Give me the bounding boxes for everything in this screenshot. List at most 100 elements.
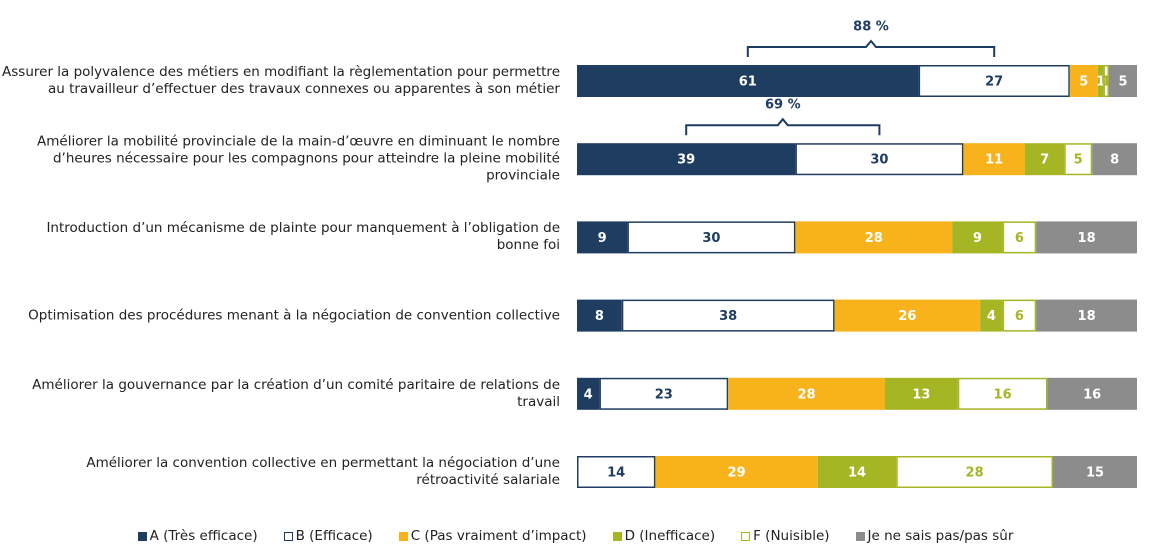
legend-label: A (Très efficace) [149, 528, 258, 544]
bar-segment [621, 299, 835, 332]
bar-segment [1002, 221, 1037, 254]
value-label: 27 [985, 75, 1003, 90]
legend-swatch [398, 531, 408, 541]
legend-swatch [855, 531, 865, 541]
bar-segment [1109, 65, 1137, 97]
value-label: 23 [655, 387, 673, 402]
bar-segment [795, 221, 953, 254]
legend-item: A (Très efficace) [137, 528, 258, 544]
value-label: 15 [1086, 466, 1104, 481]
legend-item: Je ne sais pas/pas sûr [855, 528, 1014, 544]
value-label: 26 [898, 309, 916, 324]
bar-segment [980, 299, 1003, 332]
value-label: 1 [1102, 75, 1111, 90]
value-label: 6 [1015, 309, 1024, 324]
bar-segment [885, 377, 958, 410]
bar-segment [655, 456, 818, 488]
value-label: 28 [798, 387, 816, 402]
value-label: 9 [598, 231, 607, 246]
legend-swatch [137, 531, 147, 541]
value-label: 7 [1040, 153, 1049, 168]
value-label: 4 [584, 387, 593, 402]
bar-segment [963, 143, 1026, 176]
legend-item: C (Pas vraiment d’impact) [398, 528, 587, 544]
bar-segment [1036, 299, 1137, 332]
value-label: 5 [1079, 75, 1088, 90]
value-label: 14 [607, 466, 625, 481]
legend-swatch [741, 531, 751, 541]
legend: A (Très efficace) B (Efficace) C (Pas vrai… [0, 528, 1151, 544]
category-label: Introduction d’un mécanisme de plainte p… [46, 220, 560, 254]
bar-segment [1053, 456, 1137, 488]
value-label: 8 [1110, 153, 1119, 168]
bar-segment [1097, 65, 1104, 97]
bar-segment [577, 143, 796, 176]
bar-segment [1103, 65, 1110, 97]
bar-segment [1047, 377, 1138, 410]
value-label: 38 [719, 309, 737, 324]
legend-label: B (Efficace) [295, 528, 373, 544]
value-label: 5 [1118, 75, 1127, 90]
value-label: 4 [987, 309, 996, 324]
value-label: 28 [865, 231, 883, 246]
value-label: 39 [677, 153, 695, 168]
value-label: 8 [595, 309, 604, 324]
value-label: 18 [1078, 231, 1096, 246]
value-label: 11 [985, 153, 1003, 168]
annotation: 88 % [853, 20, 889, 35]
legend-label: D (Inefficace) [624, 528, 716, 544]
value-label: 16 [1083, 387, 1101, 402]
value-label: 5 [1074, 153, 1083, 168]
category-label: Assurer la polyvalence des métiers en mo… [2, 64, 560, 97]
category-label: Améliorer la convention collective en pe… [86, 455, 560, 488]
annotation: 69 % [765, 98, 801, 113]
bar-segment [728, 377, 886, 410]
bar-segment [952, 221, 1003, 254]
legend-label: F (Nuisible) [753, 528, 830, 544]
bar-segment [1025, 143, 1065, 176]
category-label: Optimisation des procédures menant à la … [28, 307, 560, 324]
value-label: 9 [973, 231, 982, 246]
value-label: 30 [702, 231, 720, 246]
bar-segment [918, 65, 1070, 97]
value-label: 18 [1078, 309, 1096, 324]
legend-label: C (Pas vraiment d’impact) [410, 528, 587, 544]
legend-swatch [612, 531, 622, 541]
bar-segment [577, 65, 919, 97]
bar-segment [577, 456, 656, 488]
category-label: Améliorer la mobilité provinciale de la … [37, 133, 560, 184]
bar-segment [795, 143, 964, 176]
bar-segment [577, 377, 600, 410]
bar-segment [627, 221, 796, 254]
legend-item: B (Efficace) [283, 528, 373, 544]
bar-segment [896, 456, 1054, 488]
bar-segment [577, 221, 628, 254]
bar-segment [599, 377, 729, 410]
value-label: 28 [966, 466, 984, 481]
category-label: Améliorer la gouvernance par la création… [32, 376, 560, 410]
bracket [746, 39, 996, 57]
value-label: 13 [912, 387, 930, 402]
value-label: 1 [1096, 75, 1105, 90]
bar-segment [957, 377, 1048, 410]
bar-segment [817, 456, 897, 488]
legend-item: D (Inefficace) [612, 528, 716, 544]
bar-segment [1064, 143, 1093, 176]
value-label: 16 [994, 387, 1012, 402]
bar-segment [1092, 143, 1137, 176]
legend-label: Je ne sais pas/pas sûr [867, 528, 1014, 544]
bar-segment [834, 299, 981, 332]
value-label: 14 [848, 466, 866, 481]
bar-segment [577, 299, 622, 332]
value-label: 30 [870, 153, 888, 168]
legend-swatch [283, 531, 293, 541]
bracket [685, 117, 881, 136]
bar-segment [1002, 299, 1037, 332]
bar-segment [1036, 221, 1137, 254]
bar-segment [1069, 65, 1098, 97]
legend-item: F (Nuisible) [741, 528, 830, 544]
value-label: 29 [728, 466, 746, 481]
value-label: 6 [1015, 231, 1024, 246]
